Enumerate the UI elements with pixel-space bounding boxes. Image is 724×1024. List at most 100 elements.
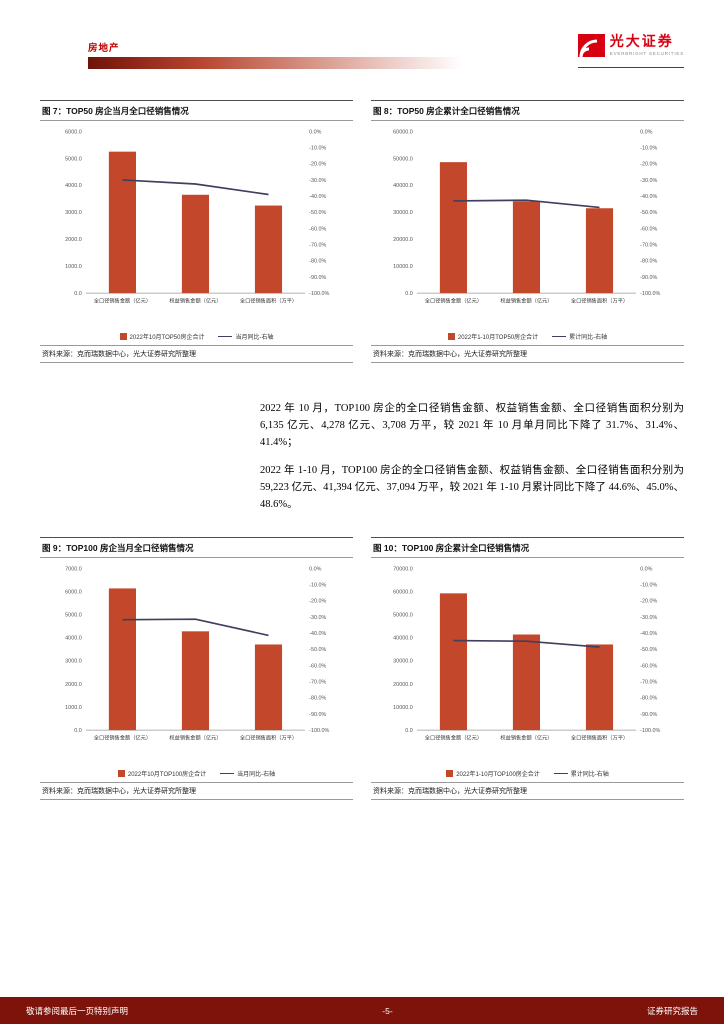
chart-svg: 0.0 1000.0 2000.0 3000.0 4000.0 5000.0 6000.0 0… (65, 129, 329, 305)
legend-label: 2022年1-10月TOP50房企合计 (457, 334, 539, 341)
right-axis-tick-label: -50.0% (640, 647, 657, 653)
right-axis-tick-label: -80.0% (640, 696, 657, 702)
left-axis-tick-label: 7000.0 (65, 566, 82, 572)
right-axis-tick-label: -30.0% (309, 178, 326, 184)
chart-canvas: 0.0 1000.0 2000.0 3000.0 4000.0 5000.0 6000.0 0… (40, 121, 353, 335)
figure-box: 图 7：TOP50 房企当月全口径销售情况 0.0 1000.0 2000.0 300… (40, 100, 353, 363)
chart-canvas: 0.0 10000.0 20000.0 30000.0 40000.0 50000.0 60… (371, 121, 684, 335)
chart-svg: 0.0 10000.0 20000.0 30000.0 40000.0 50000.0 60… (393, 566, 660, 742)
left-axis-tick-label: 50000.0 (393, 613, 413, 619)
bar (254, 205, 283, 294)
category-label: 全口径销售面积（万平） (240, 297, 297, 305)
left-axis-tick-label: 50000.0 (393, 156, 413, 162)
chart-legend: 2022年1-10月TOP50房企合计 累计同比-右轴 (371, 332, 684, 341)
left-axis-tick-label: 4000.0 (65, 183, 82, 189)
legend-line-swatch (552, 335, 567, 337)
legend-bar-swatch (447, 332, 455, 340)
bar (181, 631, 210, 731)
brand-logo-icon (577, 34, 605, 62)
legend-item: 2022年1-10月TOP100房企合计 (446, 769, 540, 778)
left-axis-tick-label: 20000.0 (393, 237, 413, 243)
legend-item: 累计同比-右轴 (552, 332, 607, 341)
chart-legend: 2022年10月TOP50房企合计 当月同比-右轴 (40, 332, 353, 341)
legend-item: 2022年10月TOP100房企合计 (117, 769, 206, 778)
right-axis-tick-label: -30.0% (640, 615, 657, 621)
chart-legend: 2022年10月TOP100房企合计 当月同比-右轴 (40, 769, 353, 778)
bar (181, 194, 210, 294)
legend-label: 累计同比-右轴 (569, 334, 608, 341)
figure-title: 图 7：TOP50 房企当月全口径销售情况 (40, 100, 353, 121)
bar (254, 644, 283, 731)
trend-line (122, 618, 269, 637)
footer-disclaimer: 敬请参阅最后一页特别声明 (26, 1005, 129, 1016)
bar (439, 162, 467, 294)
figure-title: 图 9：TOP100 房企当月全口径销售情况 (40, 537, 353, 558)
right-axis-tick-label: -40.0% (640, 631, 657, 637)
right-axis-tick-label: -10.0% (309, 582, 326, 588)
right-axis-tick-label: -10.0% (640, 582, 657, 588)
right-axis-tick-label: -20.0% (640, 162, 657, 168)
left-axis-tick-label: 4000.0 (65, 636, 82, 642)
right-axis-tick-label: -20.0% (309, 599, 326, 605)
right-axis-tick-label: -40.0% (640, 194, 657, 200)
brand-name-en: EVERBRIGHT SECURITIES (609, 50, 684, 56)
bar (108, 151, 136, 294)
legend-item: 2022年1-10月TOP50房企合计 (447, 332, 539, 341)
figure-source: 资料来源：克而瑞数据中心，光大证券研究所整理 (371, 344, 684, 363)
legend-item: 2022年10月TOP50房企合计 (119, 332, 204, 341)
left-axis-tick-label: 3000.0 (65, 210, 82, 216)
right-axis-tick-label: -100.0% (309, 728, 329, 734)
page-footer: 敬请参阅最后一页特别声明 -5- 证券研究报告 (0, 997, 724, 1024)
left-axis-tick-label: 60000.0 (393, 589, 413, 595)
right-axis-tick-label: -90.0% (640, 712, 657, 718)
right-axis-tick-label: 0.0% (309, 566, 322, 572)
left-axis-tick-label: 40000.0 (393, 636, 413, 642)
category-label: 全口径销售面积（万平） (240, 734, 297, 742)
right-axis-tick-label: -20.0% (640, 599, 657, 605)
figures-row-top: 图 7：TOP50 房企当月全口径销售情况 0.0 1000.0 2000.0 300… (40, 100, 684, 363)
category-label: 权益销售金额（亿元） (169, 297, 221, 305)
legend-item: 当月同比-右轴 (220, 769, 275, 778)
section-label: 房地产 (88, 43, 120, 54)
right-axis-tick-label: -70.0% (640, 243, 657, 249)
category-label: 全口径销售金额（亿元） (425, 734, 482, 742)
left-axis-tick-label: 20000.0 (393, 682, 413, 688)
left-axis-tick-label: 0.0 (74, 291, 82, 297)
category-label: 权益销售金额（亿元） (169, 734, 221, 742)
right-axis-tick-label: -80.0% (640, 259, 657, 265)
right-axis-tick-label: -70.0% (640, 680, 657, 686)
figure-box: 图 9：TOP100 房企当月全口径销售情况 0.0 1000.0 2000.0 30… (40, 537, 353, 800)
category-label: 全口径销售面积（万平） (571, 297, 628, 305)
figures-row-bottom: 图 9：TOP100 房企当月全口径销售情况 0.0 1000.0 2000.0 30… (40, 537, 684, 800)
figure-source: 资料来源：克而瑞数据中心，光大证券研究所整理 (40, 781, 353, 800)
category-label: 全口径销售面积（万平） (571, 734, 628, 742)
bar (585, 644, 614, 731)
legend-bar-swatch (119, 332, 127, 340)
left-axis-tick-label: 1000.0 (65, 264, 82, 270)
category-label: 权益销售金额（亿元） (500, 297, 552, 305)
right-axis-tick-label: -100.0% (309, 291, 329, 297)
right-axis-tick-label: 0.0% (640, 566, 653, 572)
header-gradient-bar (88, 57, 462, 69)
legend-label: 累计同比-右轴 (570, 771, 609, 778)
left-axis-tick-label: 70000.0 (393, 566, 413, 572)
chart-svg: 0.0 1000.0 2000.0 3000.0 4000.0 5000.0 6000.0 7… (65, 566, 329, 742)
figure-title: 图 8：TOP50 房企累计全口径销售情况 (371, 100, 684, 121)
left-axis-tick-label: 5000.0 (65, 613, 82, 619)
right-axis-tick-label: -10.0% (309, 145, 326, 151)
left-axis-tick-label: 0.0 (405, 291, 413, 297)
right-axis-tick-label: -40.0% (309, 631, 326, 637)
body-paragraph: 2022 年 1-10 月，TOP100 房企的全口径销售金额、权益销售金额、全… (260, 465, 684, 510)
footer-report-type: 证券研究报告 (646, 1005, 698, 1016)
bar (585, 208, 614, 294)
legend-bar-swatch (117, 769, 125, 777)
left-axis-tick-label: 60000.0 (393, 129, 413, 135)
left-axis-tick-label: 2000.0 (65, 237, 82, 243)
right-axis-tick-label: -30.0% (309, 615, 326, 621)
right-axis-tick-label: -30.0% (640, 178, 657, 184)
category-label: 全口径销售金额（亿元） (425, 297, 482, 305)
left-axis-tick-label: 10000.0 (393, 705, 413, 711)
trend-line (122, 179, 269, 196)
right-axis-tick-label: -100.0% (640, 291, 660, 297)
